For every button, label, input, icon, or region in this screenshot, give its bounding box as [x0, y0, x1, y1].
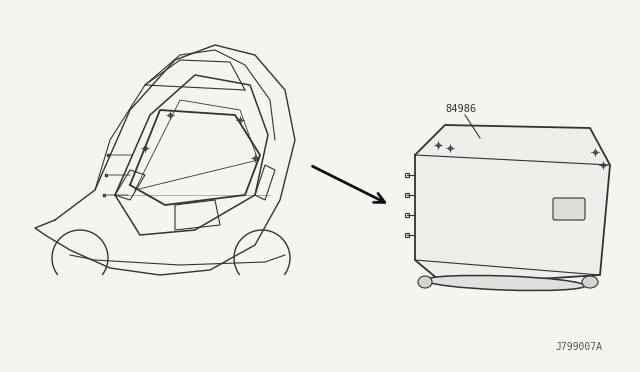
- Ellipse shape: [425, 276, 585, 291]
- Text: J799007A: J799007A: [555, 342, 602, 352]
- Ellipse shape: [418, 276, 432, 288]
- Text: 84986: 84986: [445, 104, 476, 114]
- Polygon shape: [415, 125, 610, 285]
- FancyBboxPatch shape: [553, 198, 585, 220]
- Ellipse shape: [582, 276, 598, 288]
